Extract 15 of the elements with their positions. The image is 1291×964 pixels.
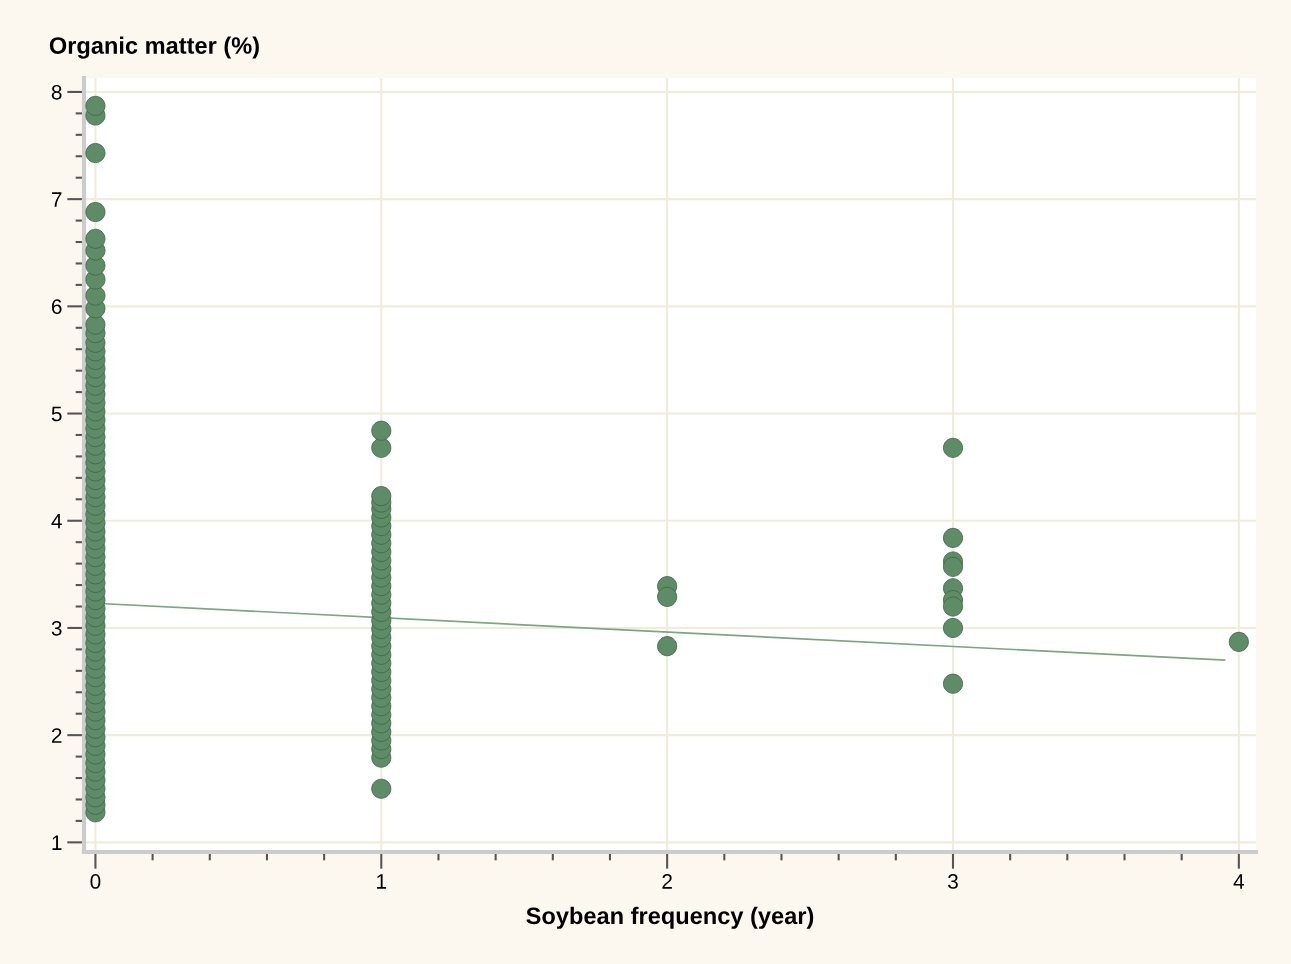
x-tick-label: 4 — [1233, 874, 1245, 889]
x-tick-label: 3 — [948, 874, 958, 889]
x-tick-label: 0 — [90, 874, 101, 889]
x-tick-label: 1 — [377, 874, 387, 889]
y-tick-label: 5 — [51, 406, 62, 422]
x-axis-title: Soybean frequency (year) — [526, 906, 814, 929]
y-tick-label: 4 — [51, 513, 62, 529]
y-tick-label: 1 — [52, 835, 62, 850]
y-tick-label: 8 — [51, 84, 62, 100]
y-axis-title: Organic matter (%) — [49, 36, 259, 59]
y-tick-label: 3 — [51, 620, 62, 636]
y-tick-label: 7 — [51, 192, 62, 207]
x-tick-label: 2 — [662, 874, 672, 889]
y-tick-label: 6 — [51, 299, 62, 315]
y-tick-label: 2 — [51, 728, 62, 743]
